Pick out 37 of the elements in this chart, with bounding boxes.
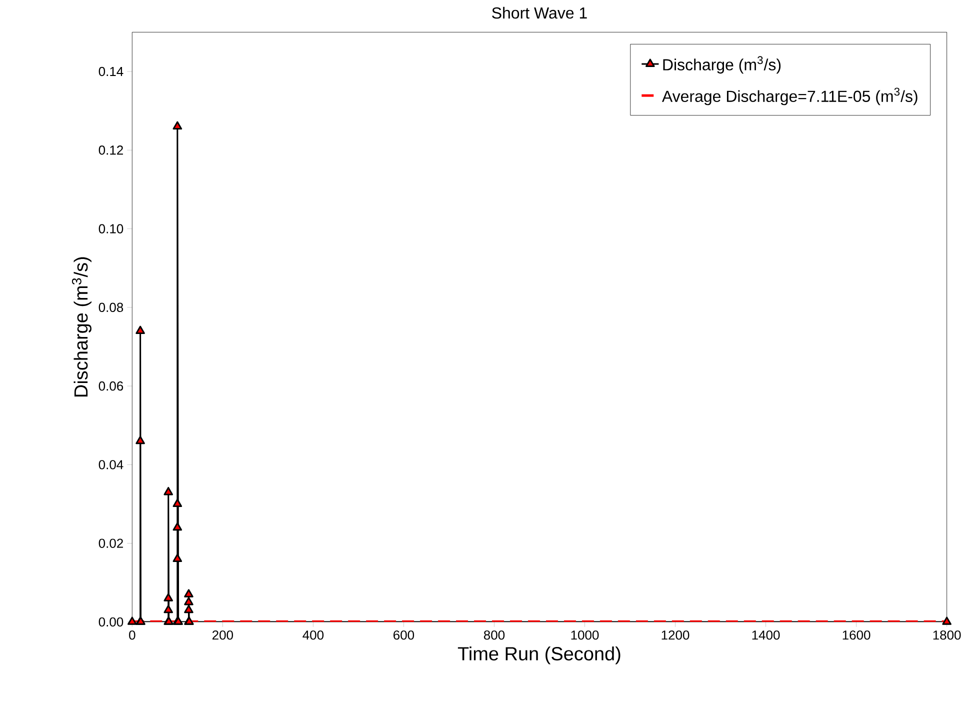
legend-label: Average Discharge=7.11E-05 (m$^{3}$/s) [662,88,918,106]
y-tick-label: 0.04 [98,460,124,470]
x-tick-label: 1800 [933,630,961,640]
x-tick-label: 600 [394,630,414,640]
legend-label: Discharge (m$^{3}$/s) [663,56,781,74]
y-tick-label: 0.14 [98,66,124,76]
y-tick-label: 0.00 [98,617,124,626]
point [136,436,145,444]
x-tick-label: 1200 [662,630,690,640]
x-axis-title: Time Run (Second) [458,646,620,664]
x-tick-label: 1000 [571,630,599,640]
x-tick-label: 0 [129,630,136,640]
point [172,522,182,531]
point [184,596,194,606]
x-tick-label: 1400 [752,630,780,640]
y-tick-label: 0.06 [98,381,124,391]
y-tick-label: 0.10 [98,224,124,234]
y-tick-label: 0.12 [98,145,123,155]
point [172,121,182,130]
point [128,616,137,625]
x-tick-label: 200 [212,630,234,640]
point [942,616,952,625]
x-tick-label: 800 [484,630,505,640]
y-tick-label: 0.08 [98,302,124,312]
point [164,604,174,614]
y-axis-title: Discharge (m$^{3}$/s) [72,257,92,396]
y-tick-label: 0.02 [98,538,123,548]
chart-title: Short Wave 1 [492,6,587,19]
x-tick-label: 400 [302,630,324,640]
point [172,498,182,507]
point [184,589,194,598]
point [164,593,174,602]
point [164,486,174,496]
point [172,554,182,562]
point [136,326,145,334]
x-tick-label: 1600 [842,630,870,640]
point [184,604,194,614]
